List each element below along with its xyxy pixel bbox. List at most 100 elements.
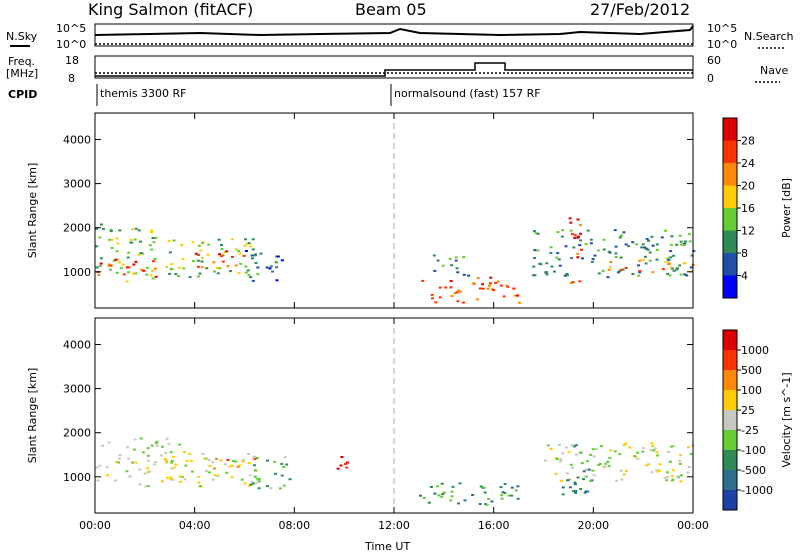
data-cell bbox=[607, 250, 611, 253]
data-cell bbox=[593, 254, 597, 257]
data-cell bbox=[533, 249, 537, 252]
data-cell bbox=[450, 295, 454, 297]
data-cell bbox=[137, 253, 141, 256]
data-cell bbox=[478, 503, 482, 505]
data-cell bbox=[574, 491, 577, 494]
data-cell bbox=[668, 274, 672, 277]
data-cell bbox=[576, 235, 580, 238]
data-cell bbox=[619, 234, 623, 237]
data-cell bbox=[554, 457, 558, 459]
data-cell bbox=[560, 235, 564, 238]
data-cell bbox=[582, 470, 586, 473]
data-cell bbox=[622, 473, 626, 476]
data-cell bbox=[489, 276, 493, 279]
y-tick-label: 4000 bbox=[63, 338, 91, 351]
data-cell bbox=[146, 485, 150, 488]
y-tick-label: 1000 bbox=[63, 471, 91, 484]
data-cell bbox=[616, 271, 620, 274]
data-cell bbox=[647, 463, 650, 466]
data-cell bbox=[655, 451, 659, 454]
data-cell bbox=[421, 279, 425, 282]
data-cell bbox=[679, 480, 683, 483]
data-cell bbox=[583, 491, 587, 494]
data-cell bbox=[608, 456, 612, 459]
data-cell bbox=[614, 245, 618, 248]
data-cell bbox=[603, 465, 607, 468]
data-cell bbox=[644, 247, 648, 250]
colorbar-segment bbox=[723, 470, 737, 490]
data-cell bbox=[238, 252, 242, 255]
data-cell bbox=[644, 464, 648, 467]
data-cell bbox=[168, 272, 172, 275]
data-cell bbox=[129, 238, 133, 241]
data-cell bbox=[438, 296, 442, 299]
data-cell bbox=[226, 459, 230, 461]
data-cell bbox=[559, 479, 563, 482]
colorbar-tick-label: -500 bbox=[741, 464, 766, 477]
data-cell bbox=[683, 262, 687, 265]
data-cell bbox=[502, 295, 506, 298]
data-cell bbox=[669, 256, 673, 259]
data-cell bbox=[160, 480, 164, 483]
data-cell bbox=[607, 268, 611, 271]
data-cell bbox=[170, 461, 173, 464]
nsky-tick-top-right: 10^5 bbox=[707, 22, 737, 35]
data-cell bbox=[456, 300, 460, 303]
data-cell bbox=[250, 480, 254, 483]
colorbar-segment bbox=[723, 430, 737, 450]
data-cell bbox=[434, 301, 438, 304]
data-cell bbox=[650, 235, 654, 238]
data-cell bbox=[247, 242, 251, 245]
data-cell bbox=[251, 238, 255, 241]
data-cell bbox=[151, 237, 155, 239]
data-cell bbox=[269, 487, 273, 490]
cpid-label: CPID bbox=[8, 88, 37, 101]
data-cell bbox=[275, 266, 278, 269]
data-cell bbox=[252, 482, 255, 485]
data-cell bbox=[154, 461, 157, 464]
data-cell bbox=[621, 268, 625, 271]
data-cell bbox=[573, 483, 577, 486]
data-cell bbox=[487, 284, 491, 287]
data-cell bbox=[145, 273, 149, 276]
data-cell bbox=[606, 460, 610, 463]
data-cell bbox=[131, 461, 134, 464]
data-cell bbox=[165, 461, 168, 464]
data-cell bbox=[133, 238, 137, 241]
data-cell bbox=[689, 266, 693, 269]
data-cell bbox=[587, 468, 591, 471]
data-cell bbox=[580, 248, 583, 251]
y-tick-label: 2000 bbox=[63, 222, 91, 235]
data-cell bbox=[152, 241, 156, 244]
data-cell bbox=[582, 478, 585, 481]
data-cell bbox=[650, 442, 654, 445]
data-cell bbox=[650, 471, 654, 474]
x-tick-label: 00:00 bbox=[79, 519, 111, 532]
data-cell bbox=[652, 449, 656, 452]
data-cell bbox=[571, 281, 575, 284]
data-cell bbox=[232, 460, 235, 463]
data-cell bbox=[678, 462, 682, 465]
data-cell bbox=[602, 238, 606, 241]
data-cell bbox=[499, 284, 503, 287]
data-cell bbox=[568, 217, 572, 220]
data-cell bbox=[228, 465, 232, 468]
data-cell bbox=[641, 447, 645, 450]
data-cell bbox=[656, 454, 660, 457]
data-cell bbox=[170, 263, 174, 266]
data-cell bbox=[174, 463, 178, 466]
data-cell bbox=[624, 442, 628, 445]
data-cell bbox=[167, 442, 171, 445]
data-cell bbox=[255, 481, 259, 484]
data-cell bbox=[218, 267, 222, 270]
data-cell bbox=[115, 237, 119, 240]
data-cell bbox=[546, 444, 550, 447]
data-cell bbox=[151, 269, 155, 272]
data-cell bbox=[345, 461, 349, 464]
data-cell bbox=[462, 256, 466, 259]
data-cell bbox=[661, 268, 665, 271]
data-cell bbox=[690, 254, 694, 257]
data-cell bbox=[253, 458, 257, 461]
data-cell bbox=[238, 464, 242, 467]
data-cell bbox=[635, 243, 639, 246]
